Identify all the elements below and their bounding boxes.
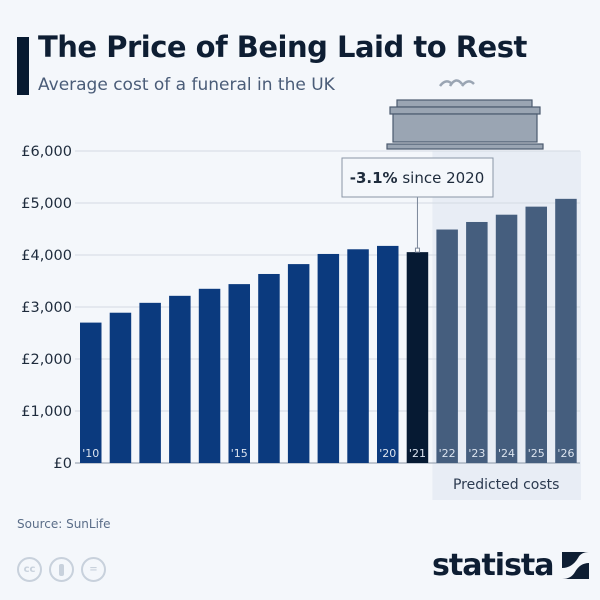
annotation-text: -3.1% since 2020 <box>350 169 485 187</box>
x-tick-label: '10 <box>82 447 99 460</box>
y-tick-label: £6,000 <box>21 144 72 160</box>
bar-12 <box>139 302 161 463</box>
x-tick-label: '15 <box>231 447 248 460</box>
no-derivatives-icon[interactable]: = <box>81 557 106 582</box>
chart-title: The Price of Being Laid to Rest <box>38 30 527 64</box>
bar-chart: Predicted costs £0 £1,000 £2,000 £3,000 £4,0… <box>21 79 581 500</box>
annotation-rest: since 2020 <box>398 169 485 187</box>
bar-22 <box>436 229 458 463</box>
x-tick-label: '20 <box>379 447 396 460</box>
chart-subtitle: Average cost of a funeral in the UK <box>38 75 335 95</box>
bar-15 <box>228 284 250 463</box>
source-note: Source: SunLife <box>17 517 111 531</box>
y-tick-label: £5,000 <box>21 196 72 212</box>
bar-18 <box>317 253 340 463</box>
x-tick-label: '25 <box>528 447 545 460</box>
bar-10 <box>80 322 102 463</box>
annotation-bold: -3.1% <box>350 169 398 187</box>
y-tick-label: £3,000 <box>21 300 72 316</box>
bar-14 <box>198 288 221 463</box>
predicted-label: Predicted costs <box>453 477 560 493</box>
y-tick-label: £2,000 <box>21 352 72 368</box>
bar-25 <box>525 206 547 463</box>
bar-16 <box>258 273 280 463</box>
bar-23 <box>466 221 488 463</box>
bar-21 <box>406 252 429 463</box>
bar-19 <box>347 249 369 463</box>
y-tick-label: £1,000 <box>21 404 72 420</box>
logo-text: statista <box>432 548 555 583</box>
annotation-box <box>341 157 494 198</box>
statista-logo-icon <box>561 552 589 579</box>
annotation-marker <box>414 247 420 253</box>
bar-26 <box>555 198 577 463</box>
x-tick-label: '26 <box>557 447 574 460</box>
statista-logo[interactable]: statista <box>432 548 589 583</box>
bar-20 <box>377 245 399 463</box>
license-icons: cc = <box>17 557 106 582</box>
bar-24 <box>495 214 518 463</box>
cc-icon[interactable]: cc <box>17 557 42 582</box>
attribution-icon[interactable] <box>49 557 74 582</box>
bar-13 <box>169 295 191 463</box>
x-tick-label: '23 <box>468 447 485 460</box>
bar-17 <box>287 264 310 463</box>
title-accent-bar <box>17 37 29 95</box>
x-tick-label: '22 <box>439 447 456 460</box>
x-tick-label: '21 <box>409 447 426 460</box>
coffin-icon <box>386 79 544 150</box>
y-tick-label: £0 <box>54 456 72 472</box>
bar-11 <box>109 312 132 463</box>
x-tick-label: '24 <box>498 447 515 460</box>
y-tick-label: £4,000 <box>21 248 72 264</box>
